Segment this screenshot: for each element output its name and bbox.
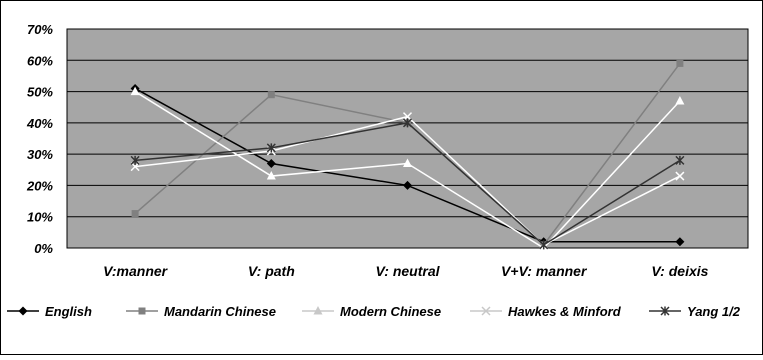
legend-item: Mandarin Chinese — [126, 304, 276, 319]
x-tick-label: V+V: manner — [501, 263, 588, 279]
y-tick-label: 70% — [27, 22, 53, 37]
legend-item: Yang 1/2 — [649, 304, 741, 319]
legend-item: English — [7, 304, 92, 319]
series-group — [130, 59, 685, 252]
data-point-marker — [131, 210, 139, 218]
legend-label: English — [45, 304, 92, 319]
series-modern-chinese — [130, 86, 685, 252]
y-tick-label: 10% — [27, 210, 53, 225]
data-point-marker — [403, 180, 412, 190]
legend-item: Modern Chinese — [302, 304, 441, 319]
x-tick-label: V:manner — [103, 263, 169, 279]
data-point-marker — [138, 307, 146, 315]
series-yang-1-2 — [130, 118, 685, 250]
data-point-marker — [266, 171, 276, 180]
y-tick-label: 40% — [26, 116, 53, 131]
x-tick-label: V: neutral — [375, 263, 440, 279]
data-point-marker — [130, 86, 140, 96]
data-point-marker — [675, 171, 685, 181]
y-tick-label: 20% — [26, 178, 53, 193]
data-point-marker — [539, 240, 549, 250]
legend: English Mandarin Chinese Modern Chinese Haw… — [7, 304, 741, 319]
y-tick-label: 0% — [34, 241, 53, 256]
data-point-marker — [403, 158, 412, 168]
data-point-marker — [130, 155, 140, 165]
data-point-marker — [675, 237, 685, 247]
data-point-marker — [675, 155, 685, 165]
x-tick-label: V: path — [248, 263, 295, 279]
legend-label: Hawkes & Minford — [508, 304, 622, 319]
legend-label: Mandarin Chinese — [164, 304, 276, 319]
data-point-marker — [266, 143, 276, 153]
data-point-marker — [18, 306, 28, 316]
y-tick-label: 60% — [27, 53, 53, 68]
legend-item: Hawkes & Minford — [470, 304, 622, 319]
legend-label: Modern Chinese — [340, 304, 441, 319]
data-point-marker — [402, 118, 413, 128]
data-point-marker — [481, 306, 491, 316]
legend-label: Yang 1/2 — [687, 304, 741, 319]
series-english — [130, 83, 685, 247]
plot-area — [66, 28, 749, 249]
y-tick-label: 50% — [27, 85, 53, 100]
data-point-marker — [266, 159, 276, 169]
data-point-marker — [267, 91, 275, 99]
y-axis-ticks: 0% 10% 20% 30% 40% 50% 60% 70% — [26, 22, 53, 256]
data-point-marker — [675, 95, 685, 105]
x-tick-label: V: deixis — [651, 263, 708, 279]
data-point-marker — [313, 306, 323, 315]
data-point-marker — [676, 59, 684, 67]
data-point-marker — [660, 306, 670, 316]
x-axis-ticks: V:manner V: path V: neutral V+V: manner V: d… — [103, 263, 709, 279]
y-tick-label: 30% — [27, 147, 53, 162]
